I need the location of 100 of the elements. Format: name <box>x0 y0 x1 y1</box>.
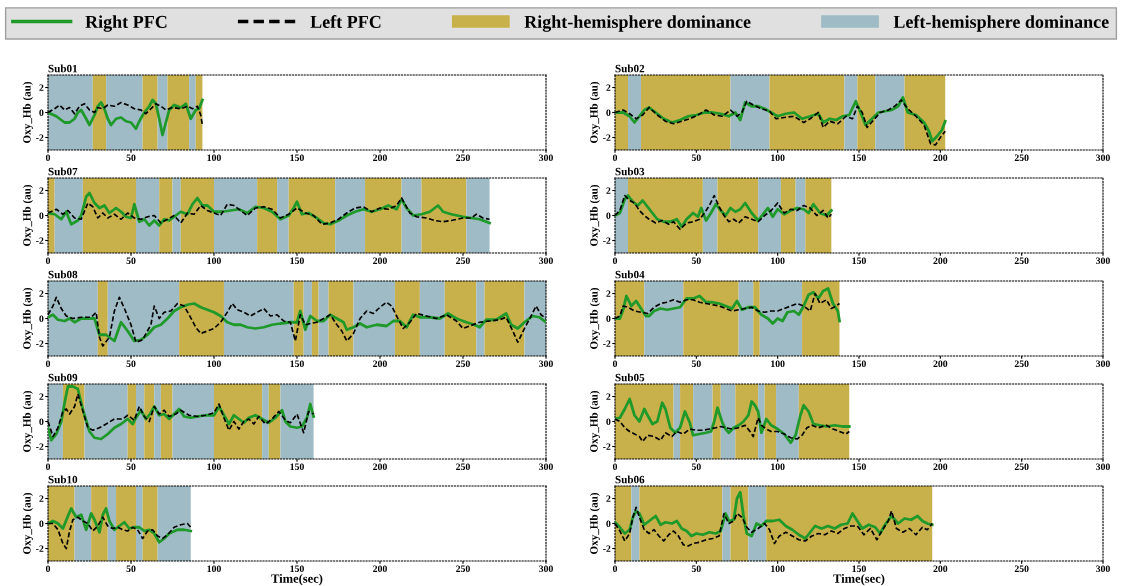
chart-title: Sub10 <box>48 475 78 484</box>
line-series <box>615 490 934 540</box>
x-tick-label: 50 <box>691 360 701 368</box>
chart-title: Sub08 <box>48 270 78 279</box>
y-tick-label: 2 <box>606 187 611 194</box>
y-tick-label: 0 <box>39 418 44 425</box>
y-tick-label: 2 <box>606 393 611 400</box>
line-series <box>48 302 546 343</box>
y-tick-label: 0 <box>606 109 611 116</box>
y-tick-label: 0 <box>606 520 611 527</box>
y-tick-label: -2 <box>603 340 611 347</box>
chart-title: Sub06 <box>615 475 645 484</box>
x-tick-label: 150 <box>290 257 304 265</box>
y-tick-label: -2 <box>603 443 611 450</box>
y-axis-title: Oxy_Hb (au) <box>22 492 33 554</box>
chart-title: Sub07 <box>48 167 78 176</box>
x-tick-label: 150 <box>852 463 866 471</box>
x-tick-label: 100 <box>771 360 785 368</box>
x-tick-label: 50 <box>126 154 136 162</box>
x-tick-label: 250 <box>456 463 470 471</box>
y-tick-label: -2 <box>36 340 44 347</box>
y-tick-label: -2 <box>36 134 44 141</box>
x-tick-label: 250 <box>1014 154 1029 162</box>
y-tick-label: 0 <box>606 418 611 425</box>
x-tick-label: 50 <box>126 565 136 573</box>
x-tick-label: 200 <box>933 154 948 162</box>
x-tick-label: 250 <box>1014 360 1029 368</box>
x-tick-label: 200 <box>373 565 387 573</box>
x-tick-label: 200 <box>373 360 387 368</box>
y-axis-title: Oxy_Hb (au) <box>589 81 600 143</box>
x-tick-label: 50 <box>691 257 701 265</box>
x-tick-label: 200 <box>373 154 387 162</box>
y-axis-title: Oxy_Hb (au) <box>22 184 33 246</box>
x-tick-label: 100 <box>207 257 221 265</box>
legend-label: Left-hemisphere dominance <box>893 15 1109 32</box>
line-series <box>615 397 851 445</box>
x-tick-label: 300 <box>539 360 553 368</box>
x-tick-label: 300 <box>1096 463 1110 471</box>
x-tick-label: 150 <box>290 565 304 573</box>
x-tick-label: 250 <box>1014 463 1029 471</box>
x-tick-label: 100 <box>771 565 785 573</box>
y-tick-label: -2 <box>36 237 44 244</box>
x-tick-label: 0 <box>45 565 51 573</box>
y-tick-label: -2 <box>603 237 611 244</box>
x-tick-label: 300 <box>1096 154 1110 162</box>
x-tick-label: 200 <box>933 463 948 471</box>
y-axis-title: Oxy_Hb (au) <box>589 390 600 452</box>
x-tick-label: 100 <box>207 154 221 162</box>
legend-label: Left PFC <box>310 15 381 28</box>
y-tick-label: 2 <box>606 84 611 91</box>
y-tick-label: 2 <box>39 187 44 194</box>
x-tick-label: 50 <box>691 463 701 471</box>
x-tick-label: 100 <box>207 360 221 368</box>
x-tick-label: 200 <box>373 463 387 471</box>
x-tick-label: 200 <box>373 257 387 265</box>
x-tick-label: 250 <box>456 154 470 162</box>
y-tick-label: 0 <box>39 109 44 116</box>
chart-title: Sub01 <box>48 64 78 73</box>
x-tick-label: 50 <box>126 360 136 368</box>
x-tick-label: 0 <box>45 360 51 368</box>
x-tick-label: 150 <box>290 154 304 162</box>
x-axis-title: Time(sec) <box>271 573 323 586</box>
y-tick-label: 0 <box>606 212 611 219</box>
chart-title: Sub05 <box>615 373 645 382</box>
x-tick-label: 300 <box>539 463 553 471</box>
x-tick-label: 250 <box>456 257 470 265</box>
y-tick-label: 2 <box>39 393 44 400</box>
x-tick-label: 150 <box>290 360 304 368</box>
legend-label: Right PFC <box>85 15 167 32</box>
y-tick-label: 2 <box>606 495 611 502</box>
x-tick-label: 0 <box>612 360 618 368</box>
x-tick-label: 50 <box>126 257 136 265</box>
line-series <box>48 98 204 137</box>
x-tick-label: 0 <box>612 257 618 265</box>
x-tick-label: 100 <box>771 154 785 162</box>
chart-title: Sub04 <box>615 270 645 279</box>
x-tick-label: 0 <box>612 463 618 471</box>
y-axis-title: Oxy_Hb (au) <box>589 287 600 349</box>
y-tick-label: 2 <box>39 290 44 297</box>
y-tick-label: 2 <box>606 290 611 297</box>
x-tick-label: 0 <box>45 154 51 162</box>
x-tick-label: 200 <box>933 565 948 573</box>
x-tick-label: 50 <box>691 154 701 162</box>
x-tick-label: 0 <box>45 257 51 265</box>
x-tick-label: 300 <box>539 565 553 573</box>
y-axis-title: Oxy_Hb (au) <box>22 81 33 143</box>
chart-title: Sub09 <box>48 373 78 382</box>
y-tick-label: -2 <box>603 545 611 552</box>
x-tick-label: 0 <box>612 565 618 573</box>
x-tick-label: 0 <box>612 154 618 162</box>
x-tick-label: 250 <box>456 360 470 368</box>
x-tick-label: 100 <box>771 257 785 265</box>
x-tick-label: 150 <box>852 154 866 162</box>
x-tick-label: 0 <box>45 463 51 471</box>
y-axis-title: Oxy_Hb (au) <box>22 287 33 349</box>
x-tick-label: 250 <box>1014 565 1029 573</box>
x-tick-label: 300 <box>539 154 553 162</box>
x-tick-label: 50 <box>691 565 701 573</box>
y-tick-label: 0 <box>39 212 44 219</box>
y-tick-label: 0 <box>39 315 44 322</box>
